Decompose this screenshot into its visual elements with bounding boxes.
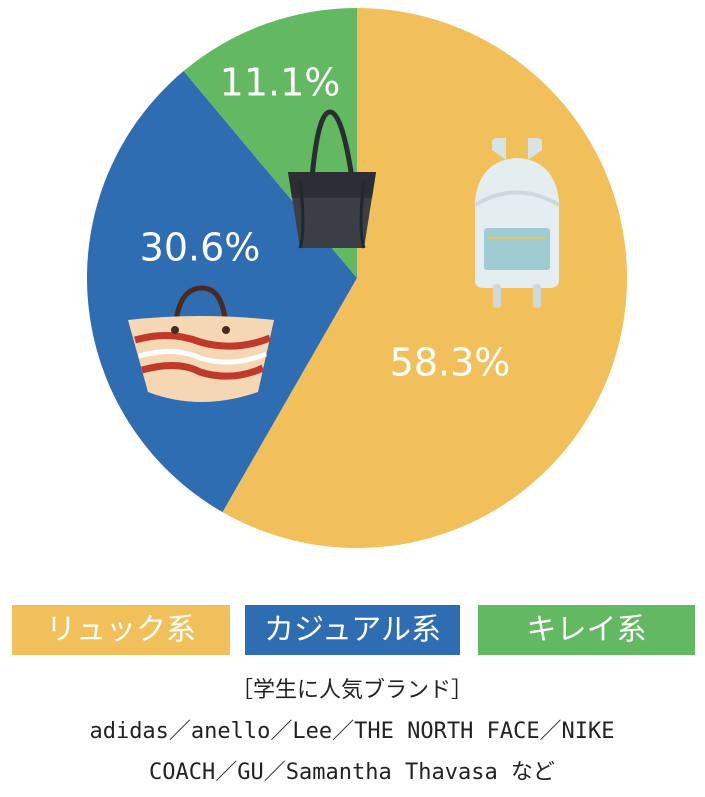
legend-swatch: [12, 605, 230, 655]
legend-label: リュック系: [46, 613, 196, 648]
pie-slice: [87, 71, 358, 513]
note-line: ［学生に人気ブランド］: [231, 678, 473, 703]
legend-label: キレイ系: [527, 613, 647, 648]
legend-swatch: [478, 605, 695, 655]
legend-label: カジュアル系: [264, 613, 441, 648]
note-line: adidas／anello／Lee／THE NORTH FACE／NIKE: [89, 719, 614, 744]
legend-swatch: [245, 605, 460, 655]
legend: リュック系 カジュアル系 キレイ系: [12, 605, 695, 655]
value-label: 11.1%: [220, 61, 341, 105]
pie-slice: [222, 8, 627, 548]
tote-icon: [288, 109, 376, 249]
note-line: COACH／GU／Samantha Thavasa など: [149, 760, 555, 785]
value-label: 30.6%: [140, 226, 261, 270]
pie: [87, 7, 627, 548]
brand-notes: ［学生に人気ブランド］ adidas／anello／Lee／THE NORTH F…: [89, 678, 614, 785]
basket-icon: [128, 285, 274, 402]
backpack-icon: [473, 138, 561, 308]
value-label: 58.3%: [390, 341, 511, 385]
